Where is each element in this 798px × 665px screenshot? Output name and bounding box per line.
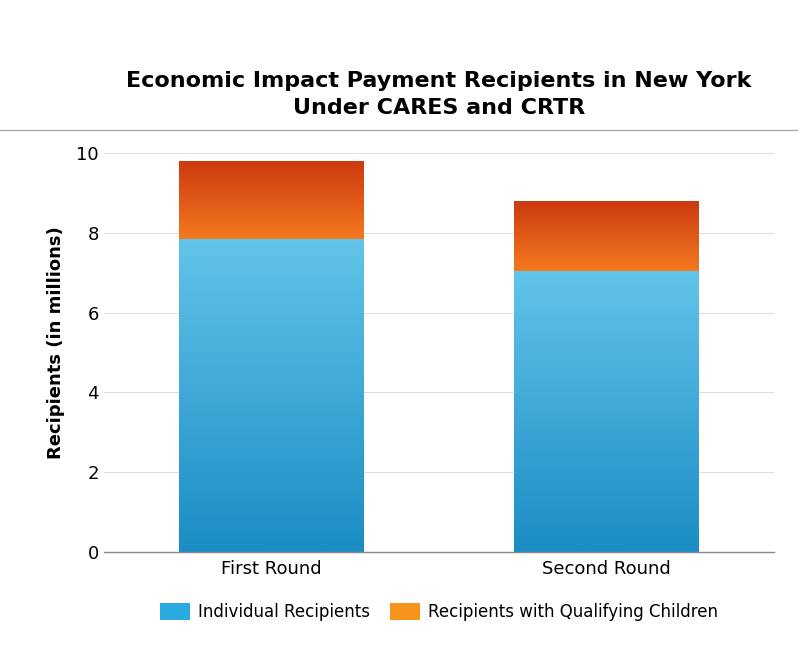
Title: Economic Impact Payment Recipients in New York
Under CARES and CRTR: Economic Impact Payment Recipients in Ne…	[126, 71, 752, 118]
Y-axis label: Recipients (in millions): Recipients (in millions)	[47, 226, 65, 459]
Legend: Individual Recipients, Recipients with Qualifying Children: Individual Recipients, Recipients with Q…	[153, 596, 725, 627]
